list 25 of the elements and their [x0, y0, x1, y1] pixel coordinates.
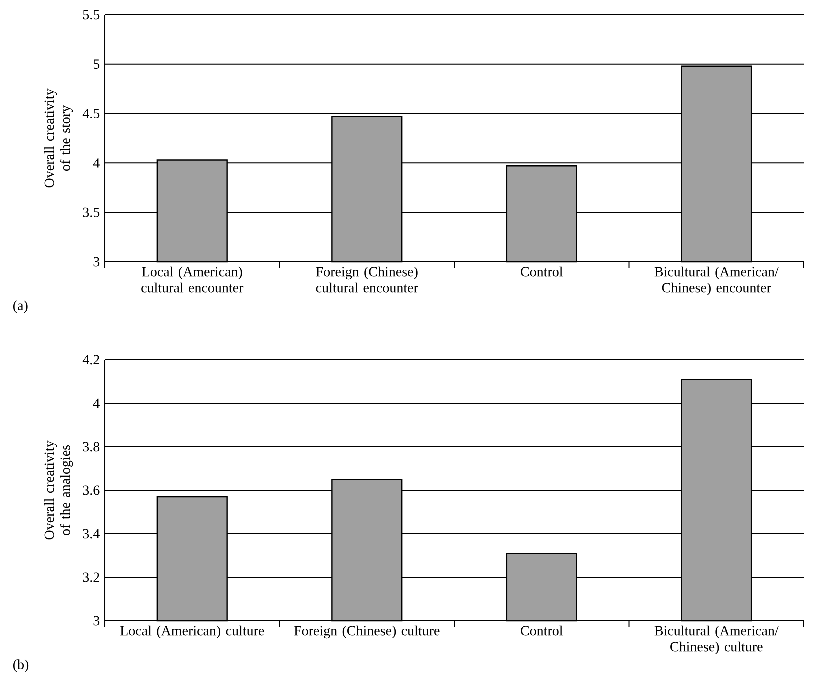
y-tick-label: 3.5 — [83, 208, 100, 218]
y-tick-label: 3.6 — [83, 486, 100, 496]
x-tick-label: Local (American) culture — [120, 626, 264, 639]
y-tick-label: 3.2 — [83, 572, 100, 582]
y-axis-title: Overall creativity of the analogies — [44, 440, 74, 540]
x-tick-label: Control — [521, 626, 563, 636]
x-tick-label: Bicultural (American/ Chinese) culture — [654, 626, 779, 655]
x-tick-label: Local (American) cultural encounter — [142, 266, 244, 293]
y-tick-label: 4.5 — [82, 109, 100, 118]
y-tick-label: 3 — [94, 257, 100, 267]
text: (a) — [13, 300, 28, 314]
y-tick-label: 3.4 — [83, 529, 100, 539]
y-tick-label: 3.8 — [83, 442, 100, 452]
y-tick-label: 4.2 — [82, 355, 100, 365]
y-tick-label: 4 — [93, 158, 100, 168]
x-tick-label: Foreign (Chinese) culture — [294, 626, 440, 639]
x-tick-label: Foreign (Chinese) cultural encounter — [316, 266, 418, 293]
x-tick-label: Bicultural (American/ Chinese) encounter — [654, 266, 779, 296]
y-axis-title: Overall creativity of the story — [44, 88, 74, 188]
y-tick-label: 3 — [94, 616, 100, 626]
y-tick-label: 5 — [94, 60, 100, 70]
text: (b) — [13, 660, 29, 672]
x-tick-label: Control — [521, 266, 563, 277]
y-tick-label: 4 — [93, 398, 100, 408]
y-tick-label: 5.5 — [83, 10, 100, 20]
